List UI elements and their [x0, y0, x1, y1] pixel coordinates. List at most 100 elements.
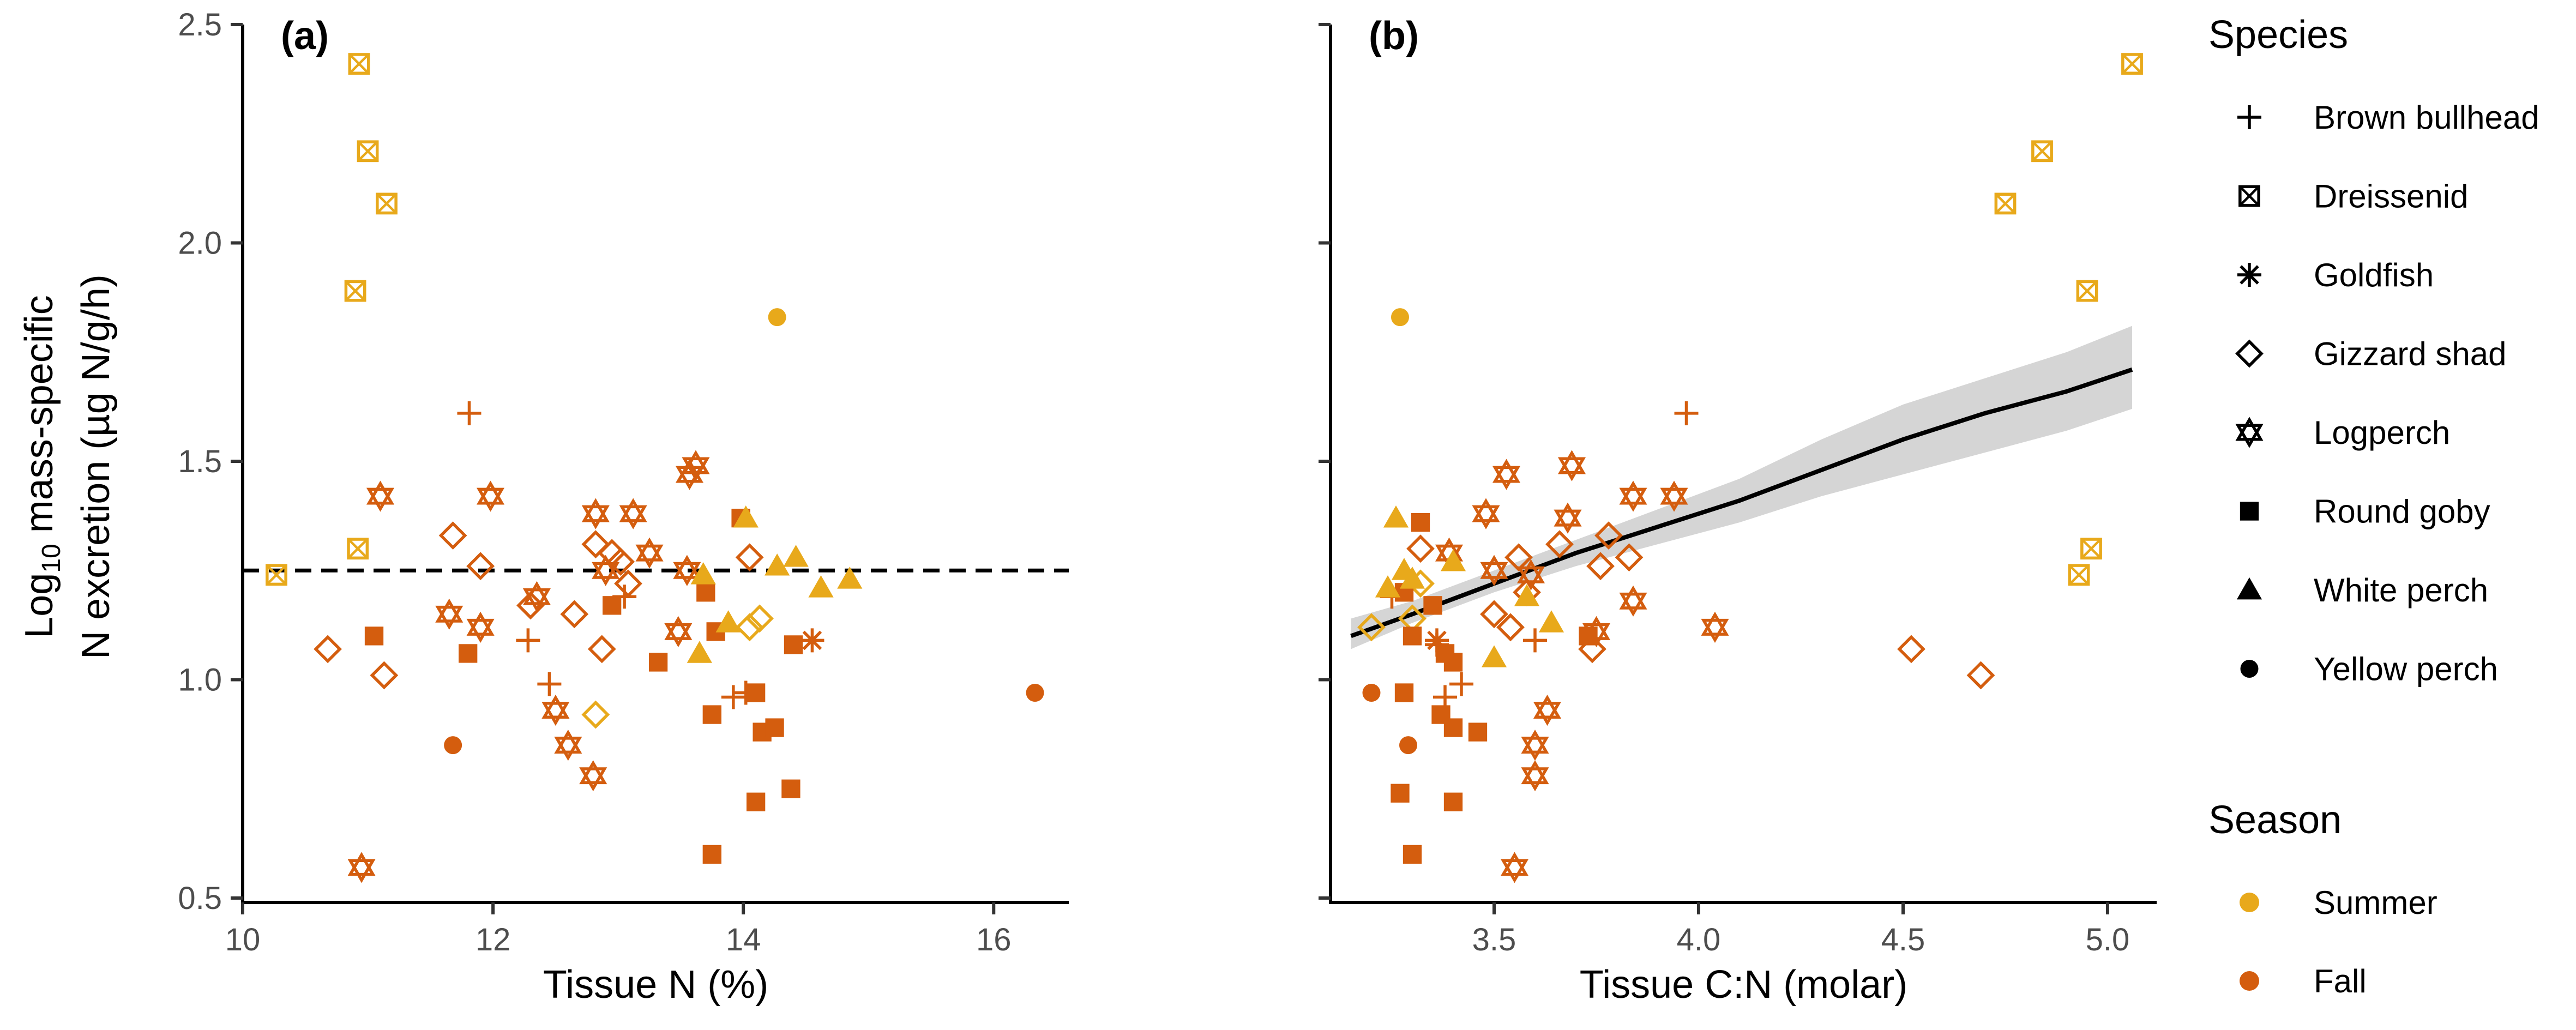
point-dreissenid-summer [266, 564, 287, 586]
point-round-goby-fall [1394, 683, 1414, 702]
point-gizzard-shad-fall [314, 635, 342, 664]
point-logperch-fall [541, 694, 570, 726]
point-round-goby-fall [1391, 784, 1410, 803]
y-axis-title-subscript: 10 [37, 544, 66, 573]
point-round-goby-fall [1403, 627, 1422, 646]
point-white-perch-summer [1514, 584, 1540, 606]
point-logperch-fall [1516, 559, 1545, 591]
legend-label-dreissenid: Dreissenid [2314, 178, 2468, 215]
y-tick-label: 2.5 [178, 7, 222, 43]
point-logperch-fall [1533, 694, 1562, 726]
point-logperch-fall [1557, 450, 1586, 481]
point-logperch-fall [1480, 555, 1508, 586]
point-dreissenid-summer [2076, 280, 2098, 302]
x-tick-label: 10 [225, 922, 261, 957]
x-tick-label: 16 [976, 922, 1012, 957]
confidence-band [1351, 326, 2132, 649]
legend-label-gizzard-shad: Gizzard shad [2314, 336, 2507, 372]
point-logperch-fall [366, 480, 395, 512]
point-round-goby-fall [1443, 792, 1463, 811]
point-round-goby-fall [1579, 627, 1598, 646]
point-logperch-fall [682, 450, 710, 481]
point-gizzard-shad-summer [581, 700, 610, 729]
point-logperch-fall [581, 498, 610, 529]
point-logperch-fall [1521, 760, 1549, 792]
y-tick-label: 1.5 [178, 444, 222, 479]
panel-label: (b) [1369, 14, 1419, 58]
point-round-goby-fall [459, 644, 478, 663]
point-round-goby-fall [765, 718, 784, 737]
point-dreissenid-summer [2031, 140, 2053, 162]
point-round-goby-fall [648, 653, 668, 672]
point-logperch-fall [1492, 459, 1521, 490]
point-gizzard-shad-summer [1357, 613, 1386, 642]
svg-text:Log10 mass-specific: Log10 mass-specific [17, 295, 66, 639]
point-brown-bullhead-fall [537, 672, 562, 696]
point-round-goby-fall [364, 627, 384, 646]
legend-key-logperch [2235, 417, 2264, 448]
point-gizzard-shad-fall [1586, 552, 1615, 581]
point-gizzard-shad-fall [1966, 661, 1995, 690]
point-gizzard-shad-fall [614, 569, 642, 598]
point-logperch-fall [579, 760, 607, 792]
point-white-perch-summer [837, 567, 863, 589]
point-white-perch-summer [1538, 610, 1564, 633]
point-round-goby-fall [746, 683, 766, 702]
point-dreissenid-summer [2080, 538, 2102, 560]
legend-label-round-goby: Round goby [2314, 493, 2490, 530]
point-gizzard-shad-fall [1897, 635, 1925, 664]
point-dreissenid-summer [348, 53, 370, 75]
x-tick-label: 4.0 [1677, 922, 1721, 957]
point-yellow-perch-fall [1026, 684, 1044, 702]
point-gizzard-shad-fall [370, 661, 399, 690]
legend-key-summer [2240, 893, 2259, 912]
point-logperch-fall [476, 480, 505, 512]
point-logperch-fall [1660, 480, 1688, 512]
point-dreissenid-summer [357, 140, 379, 162]
point-logperch-fall [664, 616, 693, 647]
legend-label-brown-bullhead: Brown bullhead [2314, 99, 2539, 136]
point-gizzard-shad-fall [581, 530, 610, 559]
point-logperch-fall [635, 537, 664, 569]
y-tick-label: 1.0 [178, 662, 222, 697]
legend-key-goldfish [2237, 263, 2261, 287]
point-goldfish-fall [800, 628, 824, 653]
point-logperch-fall [1619, 585, 1647, 617]
y-axis-title: Log10 mass-specific N excretion (µg N/g/… [17, 274, 118, 659]
legend-key-white-perch [2236, 577, 2262, 600]
point-brown-bullhead-fall [1674, 401, 1699, 425]
point-white-perch-summer [1481, 645, 1507, 667]
point-white-perch-summer [765, 553, 790, 576]
legend-key-dreissenid [2238, 185, 2260, 207]
point-gizzard-shad-fall [735, 543, 764, 572]
point-round-goby-fall [696, 583, 715, 602]
x-axis-title: Tissue N (%) [543, 963, 768, 1007]
legend-label-goldfish: Goldfish [2314, 257, 2434, 293]
point-gizzard-shad-fall [587, 635, 616, 664]
point-brown-bullhead-fall [1449, 672, 1473, 696]
point-logperch-fall [554, 730, 582, 761]
point-logperch-fall [1554, 502, 1582, 534]
point-gizzard-shad-fall [516, 591, 545, 620]
x-tick-label: 5.0 [2086, 922, 2130, 957]
point-round-goby-fall [1411, 513, 1430, 532]
point-logperch-fall [1701, 611, 1729, 643]
point-gizzard-shad-fall [1496, 613, 1525, 642]
point-white-perch-summer [1375, 575, 1401, 598]
point-dreissenid-summer [344, 280, 366, 302]
point-yellow-perch-summer [768, 308, 786, 327]
point-logperch-fall [1472, 498, 1500, 529]
point-yellow-perch-fall [1362, 684, 1381, 702]
point-yellow-perch-fall [1399, 736, 1417, 755]
point-brown-bullhead-fall [1523, 628, 1547, 653]
point-white-perch-summer [808, 575, 834, 598]
point-round-goby-fall [784, 635, 803, 654]
point-gizzard-shad-fall [1480, 600, 1508, 629]
point-gizzard-shad-fall [560, 600, 589, 629]
x-tick-label: 4.5 [1881, 922, 1925, 957]
y-tick-label: 2.0 [178, 225, 222, 261]
point-white-perch-summer [1440, 549, 1466, 571]
point-gizzard-shad-fall [1545, 530, 1574, 559]
point-logperch-fall [466, 611, 495, 643]
point-logperch-fall [592, 555, 620, 586]
